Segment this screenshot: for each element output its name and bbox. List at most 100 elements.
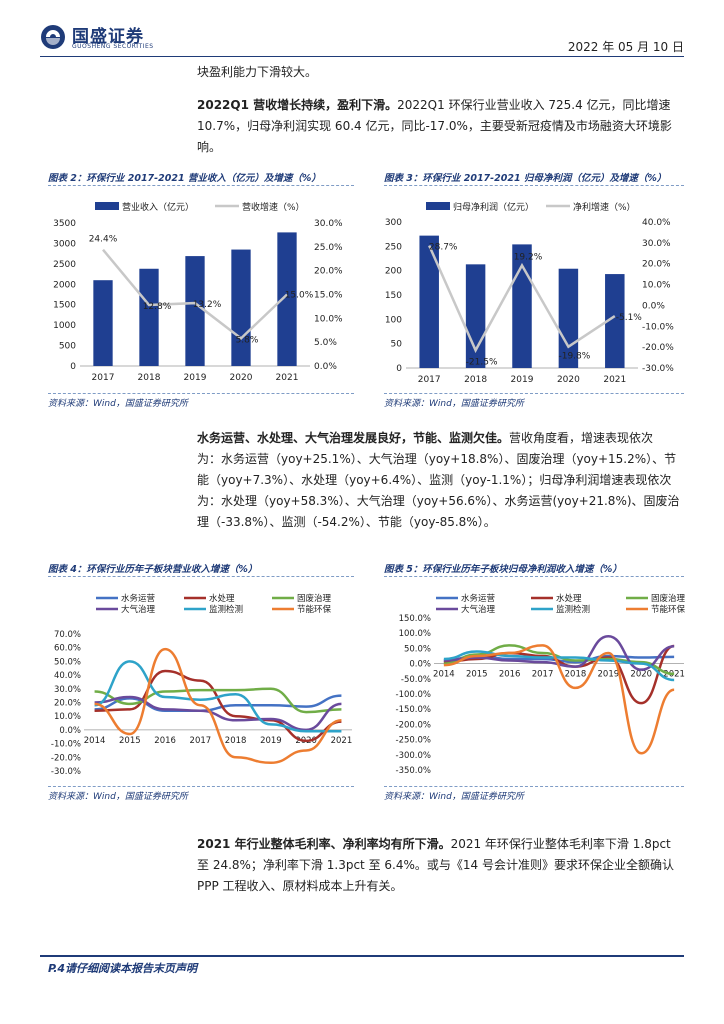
logo: 国盛证券 GUOSHENG SECURITIES (40, 22, 160, 52)
figure-5-source: 资料来源：Wind，国盛证券研究所 (384, 792, 524, 802)
series-line (443, 644, 675, 755)
footer-rule (40, 955, 684, 957)
y-tick-label: 0.0% (59, 726, 81, 736)
x-tick-label: 2021 (331, 736, 353, 746)
y-left-tick-label: 250 (385, 242, 402, 252)
y-tick-label: -50.0% (401, 675, 431, 685)
legend-label: 水处理 (556, 593, 582, 604)
header-rule (40, 56, 684, 57)
y-left-tick-label: 500 (59, 342, 76, 352)
paragraph-intro: 块盈利能力下滑较大。 (197, 65, 318, 79)
paragraph-segments: 水务运营、水处理、大气治理发展良好，节能、监测欠佳。营收角度看，增速表现依次 为… (197, 428, 687, 533)
paragraph-segments-line2: 为：水务运营（yoy+25.1%）、大气治理（yoy+18.8%）、固废治理（y… (197, 452, 677, 466)
series-line (94, 660, 342, 733)
paragraph-q1-line1: 2022Q1 环保行业营业收入 725.4 亿元，同比增速 (397, 98, 671, 112)
y-tick-label: 20.0% (54, 699, 81, 709)
data-label: 15.0% (285, 291, 314, 301)
y-left-tick-label: 150 (385, 291, 402, 301)
series-line (94, 647, 342, 765)
y-tick-label: 100.0% (399, 629, 431, 639)
y-tick-label: 150.0% (399, 614, 431, 624)
data-label: 13.2% (193, 300, 222, 310)
series-line (94, 694, 342, 712)
bar (277, 232, 297, 366)
paragraph-margins-line3: PPP 工程收入、原材料成本上升有关。 (197, 879, 403, 893)
legend-label-bar: 归母净利润（亿元） (453, 201, 534, 213)
legend-label-line: 净利增速（%） (573, 201, 636, 213)
x-tick-label: 2014 (84, 736, 106, 746)
y-tick-label: -10.0% (51, 740, 81, 750)
bar (93, 280, 113, 366)
series-line (94, 687, 342, 714)
logo-emblem-icon (41, 25, 65, 49)
series-line (443, 650, 675, 682)
y-left-tick-label: 2000 (53, 280, 76, 290)
y-tick-label: -250.0% (396, 736, 431, 746)
x-tick-label: 2017 (190, 736, 212, 746)
y-tick-label: -30.0% (51, 767, 81, 777)
series-line (94, 669, 342, 743)
x-tick-label: 2018 (138, 373, 161, 383)
x-tick-label: 2020 (630, 670, 652, 680)
y-tick-label: 60.0% (54, 644, 81, 654)
paragraph-segments-line5: 理（-33.8%）、监测（-54.2%）、节能（yoy-85.8%）。 (197, 515, 496, 529)
y-tick-label: 50.0% (404, 644, 431, 654)
y-right-tick-label: 10.0% (314, 314, 343, 324)
legend-label: 水处理 (209, 593, 235, 604)
y-tick-label: 70.0% (54, 630, 81, 640)
data-label: 24.4% (89, 235, 118, 245)
y-left-tick-label: 50 (391, 340, 403, 350)
x-tick-label: 2017 (532, 670, 554, 680)
bar (231, 249, 251, 366)
bar (419, 235, 439, 368)
paragraph-q1-line2: 10.7%，归母净利润实现 60.4 亿元，同比-17.0%，主要受新冠疫情及市… (197, 119, 672, 133)
report-date: 2022 年 05 月 10 日 (567, 40, 684, 54)
y-tick-label: -200.0% (396, 720, 431, 730)
revenue-chart: 营业收入（亿元） 营收增速（%） 0 500 1000 1500 2000 2500 3000 3… (53, 201, 343, 383)
legend-label: 固废治理 (297, 593, 332, 604)
y-right-tick-label: 5.0% (314, 338, 337, 348)
legend-label: 水务运营 (461, 593, 495, 604)
x-tick-label: 2021 (603, 375, 626, 385)
legend-label: 固废治理 (651, 593, 686, 604)
paragraph-q1-heading: 2022Q1 营收增长持续，盈利下滑。 (197, 98, 398, 112)
y-left-tick-label: 0 (396, 364, 402, 374)
figure-2-source: 资料来源：Wind，国盛证券研究所 (48, 399, 188, 409)
y-right-tick-label: 30.0% (314, 219, 343, 229)
legend-label: 水务运营 (121, 593, 155, 604)
legend-label-bar: 营业收入（亿元） (122, 201, 194, 213)
y-tick-label: -100.0% (396, 690, 431, 700)
figure-2-source-rule (48, 393, 354, 394)
x-tick-label: 2015 (119, 736, 141, 746)
figure-4-source-rule (48, 786, 354, 787)
y-left-tick-label: 100 (385, 315, 402, 325)
figure-3-source-rule (384, 393, 684, 394)
logo-subtitle: GUOSHENG SECURITIES (72, 43, 154, 50)
paragraph-q1-line3: 响。 (197, 140, 222, 154)
series-line (443, 634, 675, 671)
logo-name: 国盛证券 (72, 27, 144, 47)
y-tick-label: 10.0% (54, 712, 81, 722)
paragraph-margins-line2: 至 24.8%；净利率下滑 1.3pct 至 6.4%。或与《14 号会计准则》… (197, 858, 674, 872)
data-label: 12.8% (143, 302, 172, 312)
data-label: 19.2% (514, 252, 543, 262)
figure-3-caption-rule (384, 185, 684, 186)
y-left-tick-label: 1500 (53, 301, 76, 311)
legend-label-line: 营收增速（%） (242, 201, 305, 213)
y-right-tick-label: 20.0% (314, 267, 343, 277)
paragraph-segments-line3: 能（yoy+7.3%）、水处理（yoy+6.4%）、监测（yoy-1.1%）；归… (197, 473, 672, 487)
paragraph-segments-heading: 水务运营、水处理、大气治理发展良好，节能、监测欠佳。 (197, 431, 510, 445)
paragraph-segments-line4: 为：水处理（yoy+58.3%）、大气治理（yoy+56.6%）、水务运营(yo… (197, 494, 680, 508)
x-tick-label: 2017 (92, 373, 115, 383)
figure-2-caption-rule (48, 185, 354, 186)
figure-4-caption: 图表 4：环保行业历年子板块营业收入增速（%） (48, 564, 258, 575)
bar (185, 256, 205, 366)
x-tick-label: 2021 (276, 373, 299, 383)
legend-label: 监测检测 (209, 604, 243, 615)
legend-label: 大气治理 (461, 604, 496, 615)
y-right-tick-label: -20.0% (642, 343, 674, 353)
y-tick-label: 50.0% (54, 657, 81, 667)
legend-swatch-bar (95, 202, 119, 210)
x-tick-label: 2018 (225, 736, 247, 746)
